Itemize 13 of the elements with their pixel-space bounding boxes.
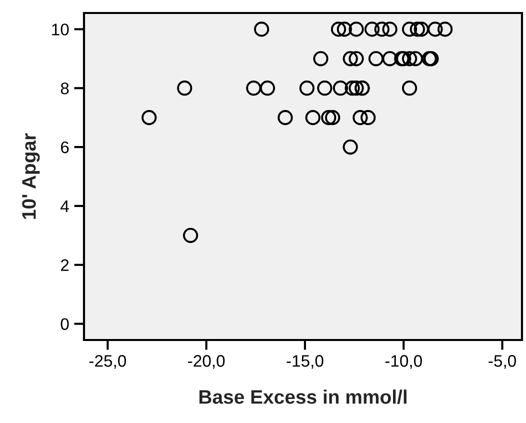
x-tick-label: -25,0 [89,355,126,369]
x-tick-label: -10,0 [385,355,422,369]
x-axis-title: Base Excess in mmol/l [199,390,406,404]
y-tick-label: 4 [60,200,69,212]
y-axis-title: 10' Apgar [22,133,40,219]
y-tick-label: 10 [52,24,69,36]
x-tick-label: -15,0 [286,355,324,369]
x-tick-label: -5,0 [488,355,516,369]
y-tick-label: 6 [60,141,69,154]
y-tick-label: 2 [60,259,69,271]
y-tick-label: 0 [60,318,69,330]
y-tick-label: 8 [60,82,69,94]
x-tick-label: -20,0 [188,355,225,369]
